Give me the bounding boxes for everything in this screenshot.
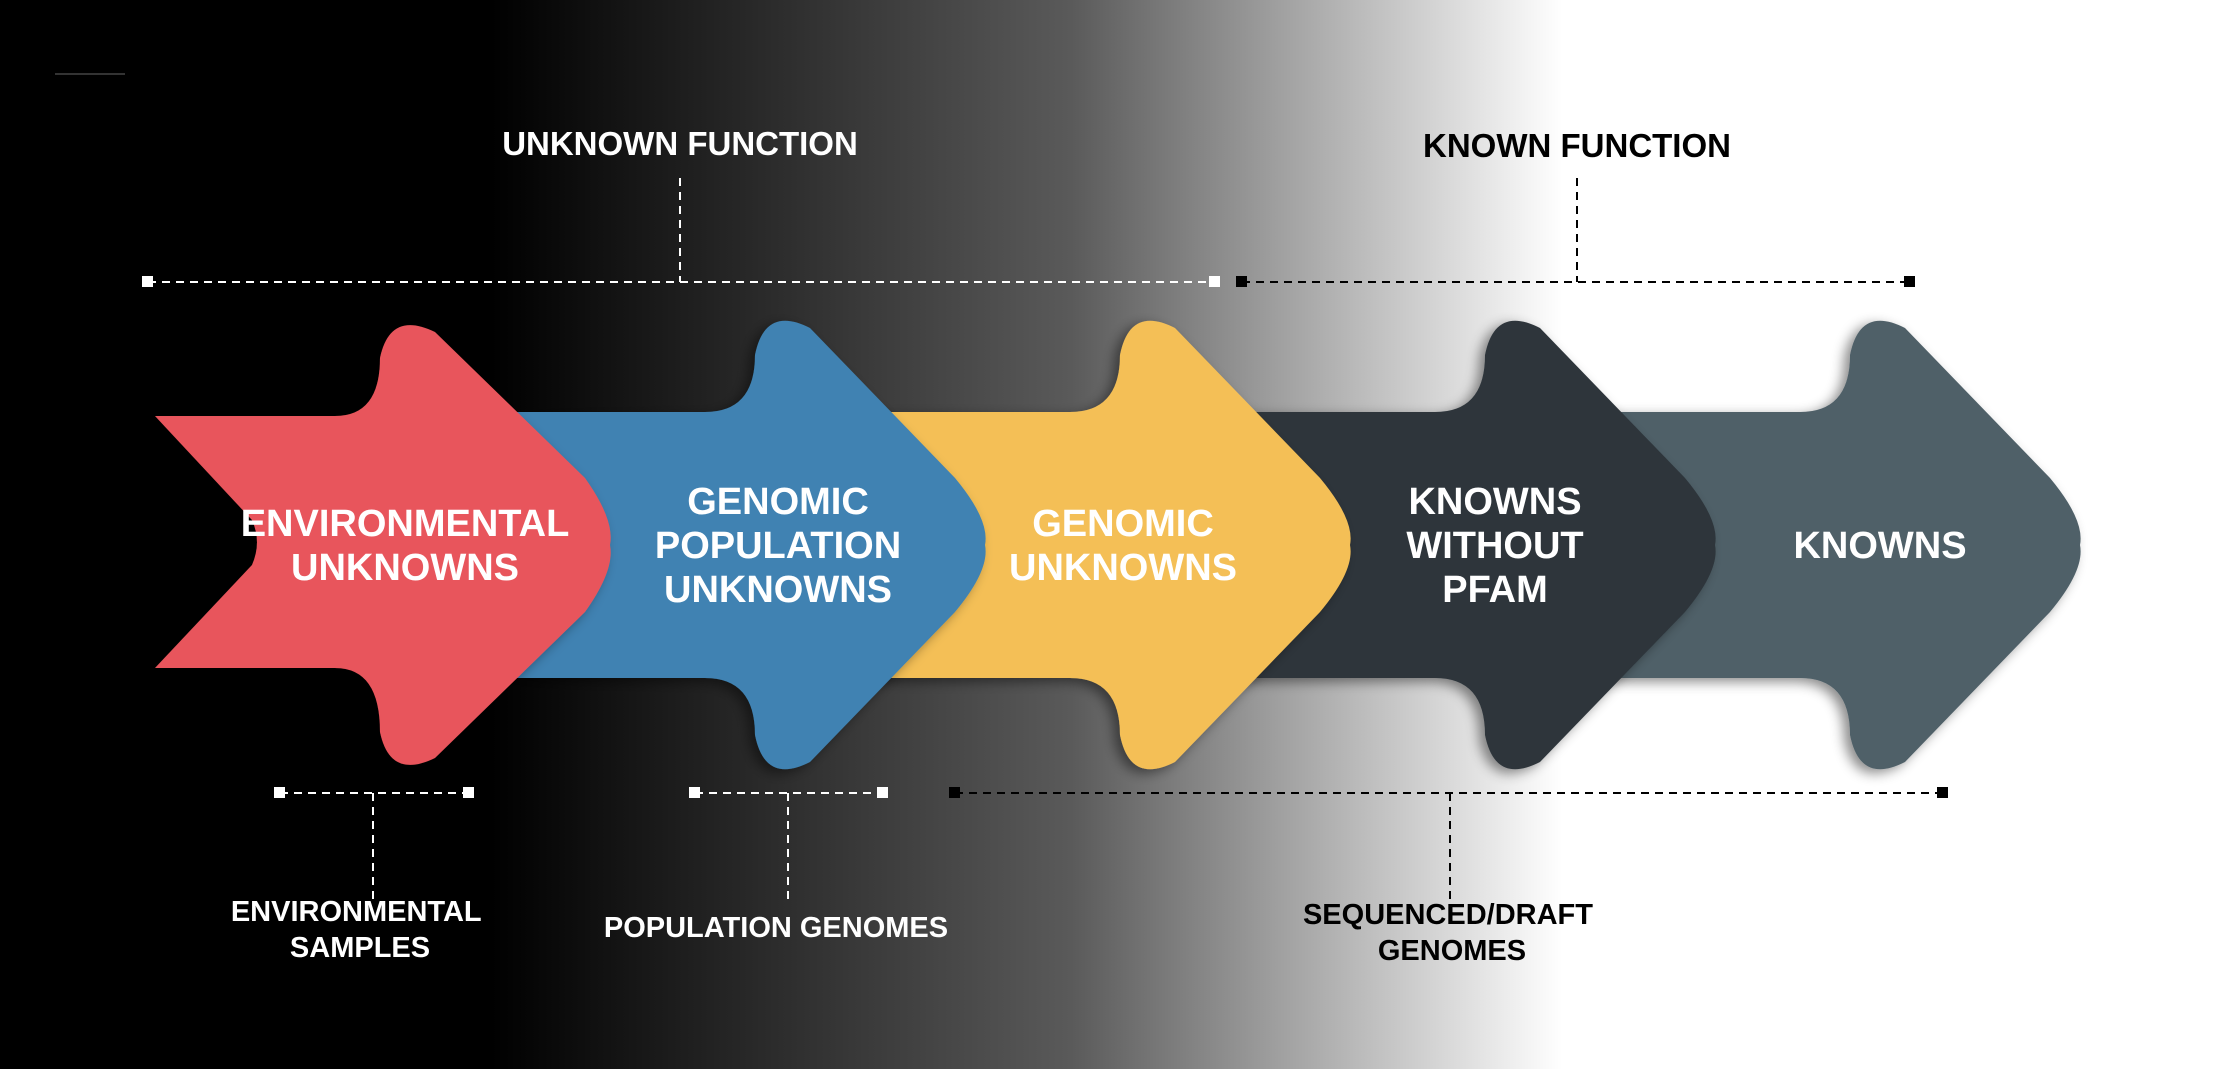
known-function-header: KNOWN FUNCTION bbox=[1423, 127, 1731, 164]
bracket-end-marker bbox=[1904, 276, 1915, 287]
population-genomes-label: POPULATION GENOMES bbox=[604, 912, 948, 944]
environmental-samples-label: ENVIRONMENTAL SAMPLES bbox=[231, 896, 489, 964]
bracket-end-marker bbox=[877, 787, 888, 798]
bracket-end-marker bbox=[1236, 276, 1247, 287]
arrow-label-line: KNOWNS bbox=[1793, 525, 1966, 567]
population-genomes-line: POPULATION GENOMES bbox=[604, 912, 948, 944]
arrow-label-line: KNOWNS bbox=[1408, 481, 1581, 523]
population-genomes-bracket bbox=[689, 787, 888, 900]
bracket-end-marker bbox=[463, 787, 474, 798]
arrow-label-line: WITHOUT bbox=[1406, 525, 1583, 567]
sequenced-draft-genomes-bracket bbox=[949, 787, 1948, 900]
arrow-label-genomic-unknowns: GENOMIC UNKNOWNS bbox=[1009, 503, 1237, 589]
arrow-knowns-without-pfam bbox=[1235, 320, 1716, 770]
arrow-genomic-unknowns bbox=[870, 320, 1351, 770]
arrow-label-line: GENOMIC bbox=[1032, 503, 1214, 545]
unknown-function-header: UNKNOWN FUNCTION bbox=[502, 125, 858, 162]
sequenced-draft-genomes-line: SEQUENCED/DRAFT bbox=[1303, 899, 1593, 931]
arrow-label-environmental-unknowns: ENVIRONMENTAL UNKNOWNS bbox=[241, 503, 570, 589]
bracket-end-marker bbox=[949, 787, 960, 798]
bracket-end-marker bbox=[142, 276, 153, 287]
arrow-knowns bbox=[1600, 320, 2081, 770]
arrow-label-line: UNKNOWNS bbox=[1009, 547, 1237, 589]
arrow-label-knowns-without-pfam: KNOWNS WITHOUT PFAM bbox=[1406, 481, 1583, 611]
environmental-samples-line: ENVIRONMENTAL bbox=[231, 896, 481, 928]
arrow-environmental-unknowns bbox=[155, 325, 611, 765]
known-function-bracket bbox=[1236, 178, 1915, 287]
arrow-label-line: PFAM bbox=[1442, 569, 1548, 611]
environmental-samples-line: SAMPLES bbox=[290, 932, 430, 964]
bracket-end-marker bbox=[274, 787, 285, 798]
arrow-label-line: ENVIRONMENTAL bbox=[241, 503, 570, 545]
arrow-label-line: POPULATION bbox=[655, 525, 901, 567]
sequenced-draft-genomes-label: SEQUENCED/DRAFT GENOMES bbox=[1303, 899, 1601, 967]
arrow-label-line: UNKNOWNS bbox=[664, 569, 892, 611]
environmental-samples-bracket bbox=[274, 787, 474, 900]
unknown-function-bracket bbox=[142, 178, 1220, 287]
arrow-chain bbox=[155, 320, 2081, 770]
bracket-end-marker bbox=[689, 787, 700, 798]
sequenced-draft-genomes-line: GENOMES bbox=[1378, 935, 1526, 967]
arrow-label-line: GENOMIC bbox=[687, 481, 869, 523]
arrow-label-knowns: KNOWNS bbox=[1793, 525, 1966, 567]
arrow-label-line: UNKNOWNS bbox=[291, 547, 519, 589]
bracket-end-marker bbox=[1937, 787, 1948, 798]
arrow-label-genomic-population-unknowns: GENOMIC POPULATION UNKNOWNS bbox=[655, 481, 901, 611]
bracket-end-marker bbox=[1209, 276, 1220, 287]
arrow-genomic-population-unknowns bbox=[505, 320, 986, 770]
